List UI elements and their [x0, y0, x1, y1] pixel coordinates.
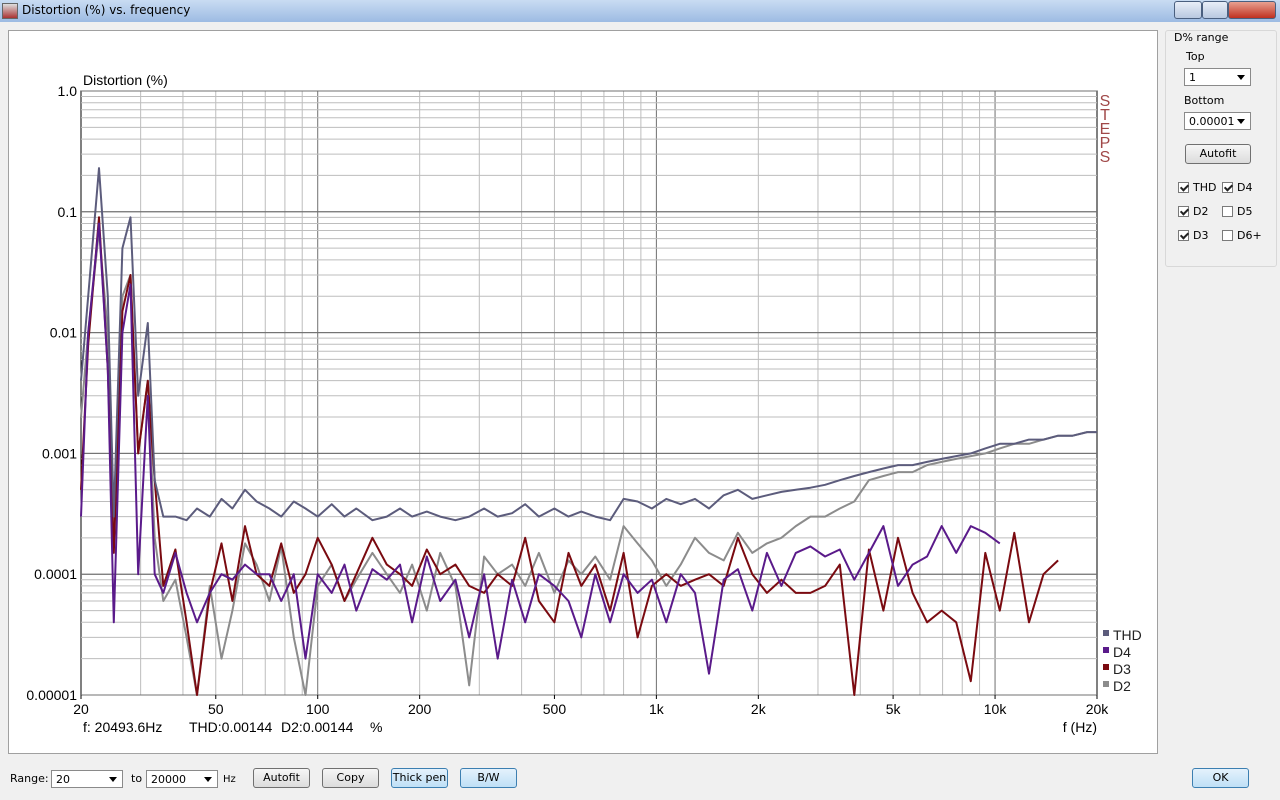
app-icon [2, 3, 18, 19]
range-from-select[interactable]: 20 [51, 770, 123, 788]
legend-swatch [1103, 647, 1109, 653]
legend-swatch [1103, 630, 1109, 636]
x-tick-label: 50 [208, 701, 224, 717]
y-tick-label: 1.0 [58, 83, 78, 99]
autofit-button[interactable]: Autofit [1185, 144, 1251, 164]
y-tick-label: 0.1 [58, 204, 78, 220]
x-tick-label: 20k [1086, 701, 1110, 717]
y-tick-label: 0.01 [50, 325, 77, 341]
status-d2: D2:0.00144 [281, 719, 354, 735]
status-unit: % [370, 719, 382, 735]
checkbox-label: D5 [1237, 205, 1253, 218]
checkbox[interactable] [1222, 182, 1233, 193]
x-tick-label: 1k [649, 701, 665, 717]
autofit-button[interactable]: Autofit [253, 768, 310, 788]
top-select[interactable]: 1 [1184, 68, 1251, 86]
checkbox-label: D3 [1193, 229, 1209, 242]
range-label: Range: [10, 772, 49, 785]
bottom-label: Bottom [1184, 94, 1225, 107]
checkbox-label: D6+ [1237, 229, 1262, 242]
checkbox-label: D2 [1193, 205, 1209, 218]
x-tick-label: 2k [751, 701, 767, 717]
x-tick-label: 500 [543, 701, 567, 717]
unit-label: Hz [223, 774, 236, 785]
legend-label: THD [1113, 627, 1142, 643]
ok-button[interactable]: OK [1192, 768, 1249, 788]
x-tick-label: 10k [984, 701, 1008, 717]
x-axis-label: f (Hz) [1063, 719, 1097, 735]
legend-label: D4 [1113, 644, 1131, 660]
bw-button[interactable]: B/W [460, 768, 517, 788]
group-label: D% range [1174, 31, 1229, 44]
checkbox-label: D4 [1237, 181, 1253, 194]
x-tick-label: 100 [306, 701, 330, 717]
x-tick-label: 20 [73, 701, 89, 717]
y-tick-label: 0.00001 [26, 687, 77, 703]
y-axis-label: Distortion (%) [83, 72, 168, 88]
status-thd: THD:0.00144 [189, 719, 272, 735]
maximize-button[interactable] [1202, 1, 1228, 19]
title-bar: Distortion (%) vs. frequency [0, 0, 1280, 22]
legend-swatch [1103, 664, 1109, 670]
window-title: Distortion (%) vs. frequency [22, 3, 191, 17]
range-to-select[interactable]: 20000 [146, 770, 218, 788]
checkbox[interactable] [1222, 230, 1233, 241]
range-panel: D% range Top 1 Bottom 0.00001 Autofit TH… [1165, 30, 1277, 267]
series-line [80, 222, 1001, 675]
thick-pen-button[interactable]: Thick pen [391, 768, 448, 788]
legend-label: D2 [1113, 678, 1131, 694]
checkbox[interactable] [1178, 182, 1189, 193]
checkbox[interactable] [1178, 206, 1189, 217]
status-frequency: f: 20493.6Hz [83, 719, 162, 735]
y-tick-label: 0.0001 [34, 566, 77, 582]
legend-label: D3 [1113, 661, 1131, 677]
minimize-button[interactable] [1174, 1, 1202, 19]
close-button[interactable] [1228, 1, 1276, 19]
x-tick-label: 200 [408, 701, 432, 717]
bottom-select[interactable]: 0.00001 [1184, 112, 1251, 130]
bottom-bar: Range: 20 to 20000 Hz Autofit Copy Thick… [0, 758, 1280, 800]
series-line [80, 216, 1059, 696]
series-line [80, 167, 1097, 522]
plot-frame [80, 90, 1098, 696]
top-label: Top [1186, 50, 1205, 63]
copy-button[interactable]: Copy [322, 768, 379, 788]
watermark: STEPS [1097, 93, 1114, 163]
chart: Distortion (%) f (Hz) f: 20493.6Hz THD:0… [26, 72, 1142, 735]
y-tick-label: 0.001 [42, 445, 77, 461]
checkbox-label: THD [1193, 181, 1217, 194]
to-label: to [131, 772, 143, 785]
x-tick-label: 5k [886, 701, 902, 717]
checkbox[interactable] [1222, 206, 1233, 217]
chart-panel: Distortion (%) f (Hz) f: 20493.6Hz THD:0… [8, 30, 1158, 754]
legend-swatch [1103, 681, 1109, 687]
checkbox[interactable] [1178, 230, 1189, 241]
